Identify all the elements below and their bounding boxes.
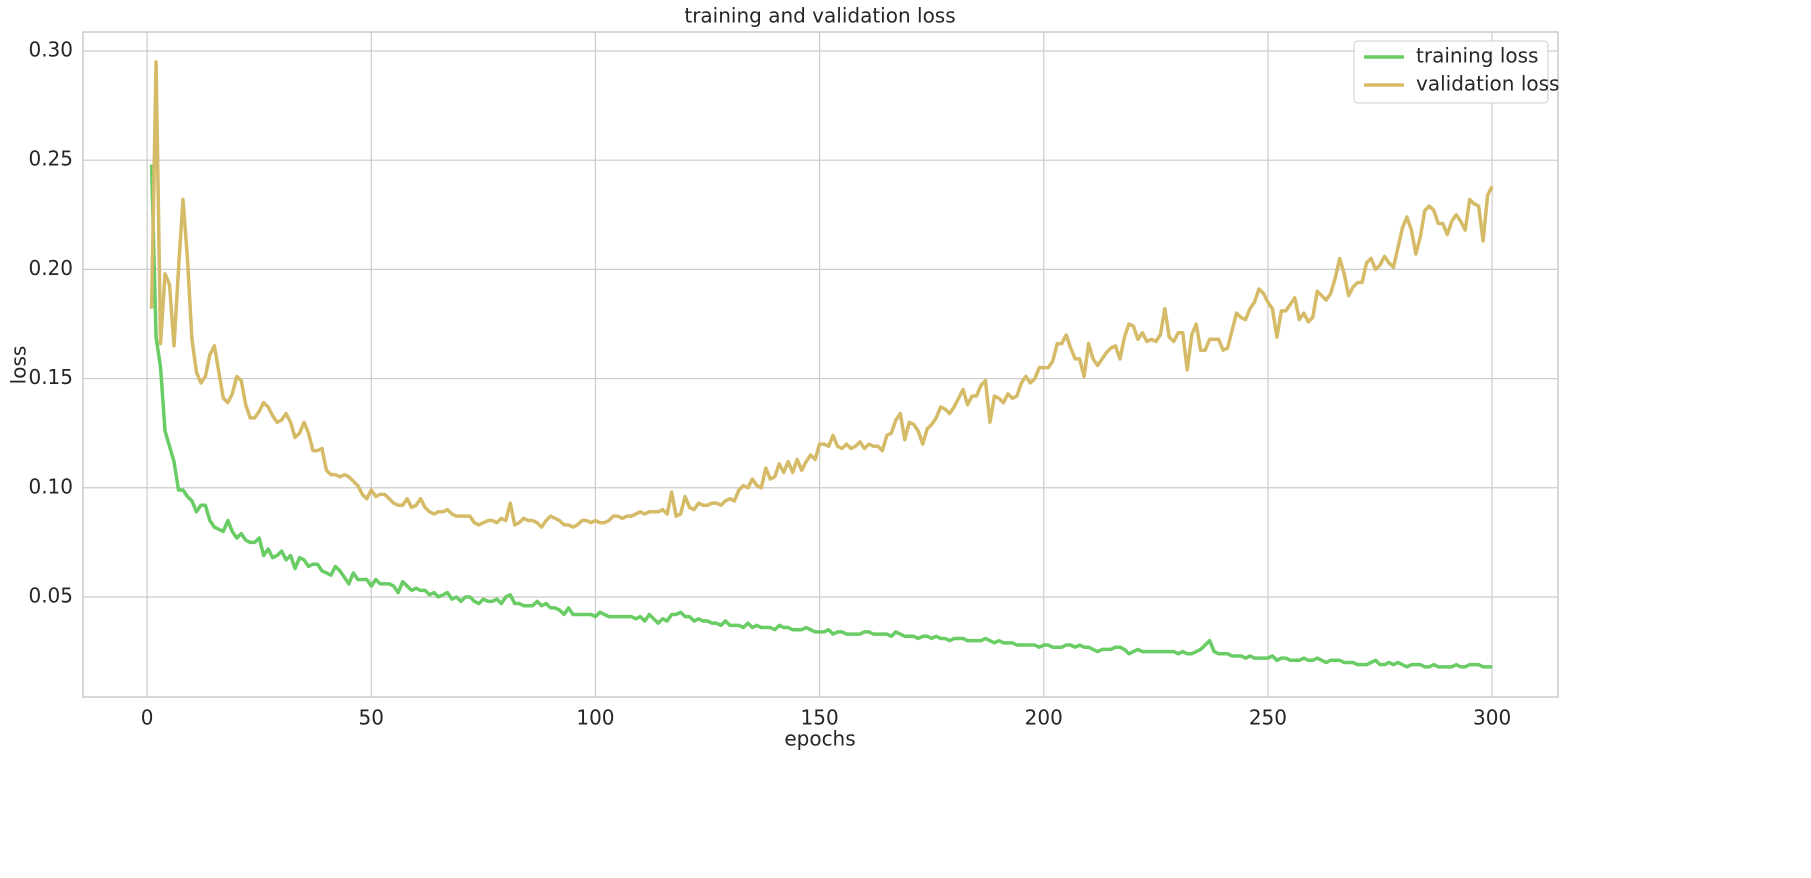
legend-label: training loss — [1416, 44, 1538, 68]
x-axis-label: epochs — [784, 727, 855, 751]
y-tick-label: 0.15 — [28, 365, 73, 389]
y-axis-label: loss — [7, 346, 31, 385]
chart-title: training and validation loss — [684, 4, 955, 28]
legend-label: validation loss — [1416, 72, 1559, 96]
x-tick-label: 300 — [1473, 706, 1511, 730]
x-tick-label: 100 — [576, 706, 614, 730]
y-tick-label: 0.05 — [28, 583, 73, 607]
y-tick-label: 0.25 — [28, 147, 73, 171]
y-tick-label: 0.20 — [28, 256, 73, 280]
x-tick-label: 200 — [1025, 706, 1063, 730]
y-tick-label: 0.30 — [28, 38, 73, 62]
y-tick-label: 0.10 — [28, 474, 73, 498]
x-tick-label: 0 — [141, 706, 154, 730]
x-tick-label: 150 — [801, 706, 839, 730]
x-tick-label: 250 — [1249, 706, 1287, 730]
plot-frame — [82, 31, 1559, 698]
series-line — [149, 164, 1493, 669]
series-line — [149, 60, 1494, 529]
x-tick-label: 50 — [359, 706, 384, 730]
